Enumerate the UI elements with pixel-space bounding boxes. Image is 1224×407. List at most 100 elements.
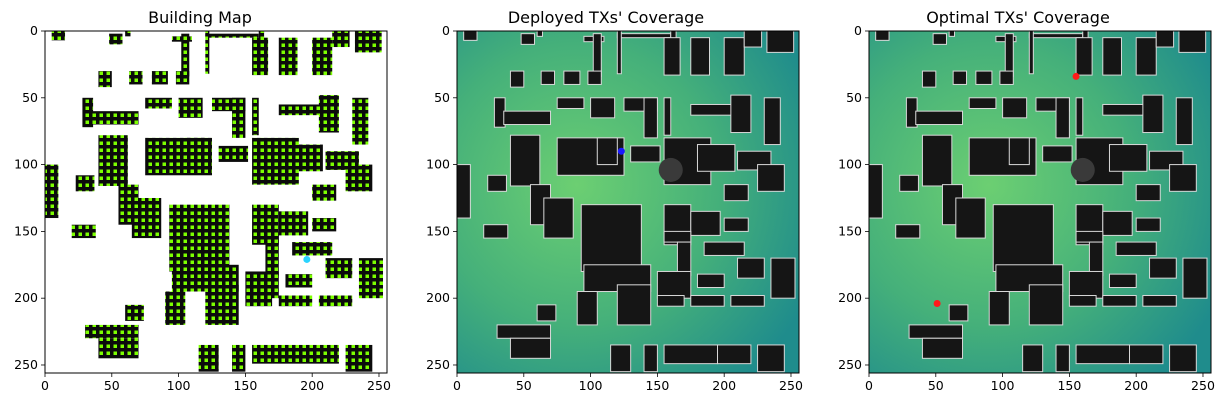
building bbox=[354, 31, 382, 53]
building bbox=[252, 37, 269, 76]
building bbox=[509, 337, 552, 359]
x-tick-label: 150 bbox=[645, 378, 669, 393]
transmitter-marker bbox=[1072, 72, 1080, 80]
building bbox=[232, 344, 246, 372]
building bbox=[169, 204, 230, 272]
x-tick-label: 200 bbox=[1124, 378, 1148, 393]
y-tick-label: 0 bbox=[854, 23, 862, 38]
y-tick-label: 200 bbox=[14, 290, 38, 305]
building bbox=[1149, 257, 1177, 279]
x-tick-label: 50 bbox=[928, 378, 944, 393]
building bbox=[457, 164, 471, 219]
y-tick-label: 50 bbox=[22, 90, 38, 105]
building bbox=[1055, 344, 1070, 373]
y-tick-label: 200 bbox=[838, 290, 862, 305]
building bbox=[948, 31, 955, 37]
building bbox=[1182, 257, 1208, 299]
building-map-title: Building Map bbox=[148, 8, 252, 27]
building bbox=[921, 134, 953, 187]
x-tick-label: 100 bbox=[579, 378, 603, 393]
building bbox=[1028, 284, 1064, 326]
y-tick-label: 100 bbox=[14, 157, 38, 172]
building bbox=[1142, 94, 1164, 134]
building bbox=[98, 338, 139, 359]
building bbox=[968, 97, 997, 109]
building bbox=[131, 197, 162, 239]
building bbox=[345, 344, 373, 372]
building bbox=[252, 344, 306, 364]
optimal-coverage-title: Optimal TXs' Coverage bbox=[926, 8, 1110, 27]
x-tick-label: 100 bbox=[991, 378, 1015, 393]
building bbox=[1075, 230, 1104, 243]
building bbox=[1178, 31, 1207, 53]
building bbox=[278, 295, 313, 307]
building bbox=[165, 291, 186, 325]
building bbox=[463, 31, 478, 41]
building bbox=[908, 324, 964, 339]
building bbox=[1042, 145, 1073, 163]
building bbox=[265, 242, 279, 276]
building bbox=[1129, 344, 1164, 365]
building bbox=[252, 97, 259, 136]
building bbox=[703, 241, 745, 256]
building bbox=[205, 284, 239, 325]
building bbox=[151, 71, 168, 85]
x-tick-label: 200 bbox=[300, 378, 324, 393]
building bbox=[1008, 137, 1030, 166]
building bbox=[1004, 33, 1014, 77]
building bbox=[730, 295, 765, 307]
building bbox=[1075, 37, 1093, 76]
building bbox=[556, 97, 585, 109]
building bbox=[663, 37, 681, 76]
building bbox=[643, 97, 658, 139]
building bbox=[1028, 33, 1084, 39]
building bbox=[178, 97, 203, 118]
building bbox=[312, 184, 337, 201]
building bbox=[509, 70, 525, 88]
building bbox=[576, 291, 598, 326]
y-tick-label: 150 bbox=[838, 223, 862, 238]
building bbox=[540, 70, 556, 85]
building bbox=[723, 37, 745, 76]
building bbox=[185, 137, 206, 165]
building bbox=[587, 70, 602, 85]
building bbox=[696, 144, 736, 172]
building bbox=[1169, 344, 1197, 373]
building bbox=[1115, 241, 1157, 256]
building bbox=[503, 110, 552, 126]
building bbox=[723, 217, 749, 232]
building bbox=[125, 304, 144, 321]
building bbox=[932, 33, 947, 45]
building bbox=[285, 274, 313, 288]
y-tick-label: 50 bbox=[434, 90, 450, 105]
building bbox=[278, 104, 333, 116]
building bbox=[71, 224, 96, 239]
building bbox=[616, 33, 672, 39]
y-tick-label: 250 bbox=[838, 357, 862, 372]
building bbox=[1075, 344, 1131, 365]
building bbox=[630, 145, 661, 163]
x-tick-label: 150 bbox=[1057, 378, 1081, 393]
tower bbox=[658, 157, 683, 182]
building bbox=[1175, 97, 1193, 146]
transmitter-marker bbox=[933, 300, 941, 308]
building bbox=[543, 197, 574, 239]
building bbox=[1088, 241, 1104, 276]
building bbox=[676, 241, 692, 276]
x-tick-label: 150 bbox=[233, 378, 257, 393]
building bbox=[45, 164, 59, 219]
building bbox=[509, 134, 541, 187]
building bbox=[766, 31, 795, 53]
building bbox=[895, 224, 921, 239]
building bbox=[520, 33, 535, 45]
building bbox=[663, 344, 719, 365]
y-tick-label: 100 bbox=[426, 157, 450, 172]
building bbox=[690, 37, 710, 76]
tower bbox=[1070, 157, 1095, 182]
building bbox=[98, 135, 128, 186]
building bbox=[285, 144, 323, 172]
building bbox=[616, 284, 652, 326]
transmitter-marker bbox=[303, 255, 311, 263]
